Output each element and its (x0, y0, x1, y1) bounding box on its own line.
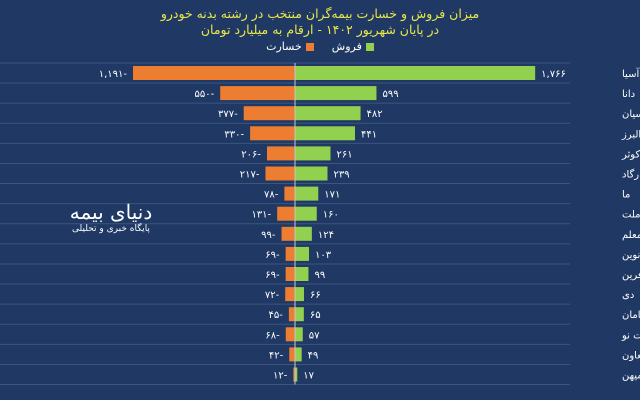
data-label-loss: ۷۲- (265, 290, 280, 301)
data-label-sales: ۴۸۲ (367, 109, 383, 120)
legend-swatch-sales (365, 43, 374, 51)
bar-loss (250, 126, 295, 141)
category-label: البرز (621, 129, 640, 140)
bar-sales (295, 106, 361, 121)
data-label-sales: ۱۷۱ (324, 190, 340, 201)
bar-sales (295, 146, 331, 161)
bar-loss (285, 267, 295, 281)
data-label-sales: ۴۴۱ (361, 129, 377, 140)
bar-loss (288, 307, 295, 322)
bar-loss (265, 166, 295, 181)
category-label: آسیا (622, 67, 640, 80)
bar-sales (295, 126, 355, 141)
data-label-sales: ۹۹ (314, 270, 325, 281)
category-label: تجارت نو (621, 330, 640, 341)
category-label: پاسارگاد (622, 169, 640, 181)
category-label: نوین (622, 250, 640, 261)
bar-loss (289, 347, 295, 362)
data-label-sales: ۵۷ (309, 330, 320, 341)
bar-sales (295, 86, 377, 101)
data-label-sales: ۲۶۱ (336, 149, 352, 160)
legend-item-sales: فروش (332, 40, 374, 53)
bar-loss (285, 287, 295, 302)
logo-name: دنیای بیمه (69, 200, 153, 224)
category-label: تعاون (622, 350, 640, 361)
data-label-sales: ۴۹ (308, 350, 319, 361)
category-label: سامان (622, 310, 640, 321)
legend-label-sales: فروش (331, 40, 362, 53)
bar-sales (295, 206, 317, 221)
legend-label-loss: خسارت (266, 40, 302, 53)
bar-sales (295, 186, 319, 201)
legend: فروش خسارت (0, 40, 640, 53)
logo-tagline: پایگاه خبری و تحلیلی (72, 224, 150, 234)
category-label: کارآفرین (622, 268, 640, 281)
bar-loss (277, 206, 295, 221)
data-label-loss: ۲۰۶- (241, 149, 261, 160)
category-label: دی (622, 290, 634, 301)
data-label-loss: ۱,۱۹۱- (99, 69, 128, 80)
bar-sales (295, 166, 328, 181)
data-label-loss: ۶۹- (265, 270, 280, 281)
data-label-loss: ۲۱۷- (240, 170, 260, 181)
legend-item-loss: خسارت (266, 40, 314, 53)
category-label: دانا (622, 89, 635, 100)
data-label-loss: ۴۲- (269, 350, 284, 361)
bar-sales (295, 226, 312, 241)
legend-swatch-loss (305, 43, 314, 51)
bar-loss (133, 66, 295, 80)
data-label-loss: ۱۲- (273, 371, 288, 382)
bar-loss (285, 246, 295, 261)
data-label-sales: ۱۷ (303, 371, 314, 382)
watermark-logo: دنیای بیمه پایگاه خبری و تحلیلی (56, 200, 166, 234)
data-label-loss: ۹۹- (261, 230, 276, 241)
data-label-sales: ۱,۷۶۶ (541, 69, 566, 80)
bar-sales (295, 367, 298, 382)
data-label-sales: ۶۶ (310, 290, 321, 301)
data-label-loss: ۱۳۱- (251, 210, 271, 221)
data-label-loss: ۳۳۰- (224, 129, 244, 140)
data-label-loss: ۳۷۷- (218, 109, 238, 120)
category-label: پارسیان (622, 109, 640, 120)
data-label-sales: ۱۲۴ (318, 230, 334, 241)
bar-sales (295, 287, 304, 302)
data-label-loss: ۷۸- (264, 190, 279, 201)
data-label-loss: ۶۹- (265, 250, 280, 261)
bar-loss (220, 86, 295, 101)
bar-sales (295, 347, 302, 362)
category-label: ما (622, 190, 630, 201)
data-label-loss: ۴۵- (269, 310, 284, 321)
bar-loss (285, 327, 295, 342)
bar-loss (266, 146, 295, 161)
bar-sales (295, 307, 304, 322)
bar-sales (295, 267, 309, 281)
bar-loss (284, 186, 295, 201)
category-label: معلم (622, 230, 640, 241)
data-label-sales: ۱۰۳ (315, 250, 332, 261)
bar-sales (295, 327, 303, 342)
data-label-loss: ۶۸- (265, 330, 280, 341)
data-label-sales: ۲۳۹ (334, 170, 350, 181)
bar-sales (295, 246, 310, 261)
data-label-sales: ۵۹۹ (382, 89, 398, 100)
data-label-sales: ۱۶۰ (323, 210, 339, 221)
bar-loss (293, 367, 295, 382)
bar-loss (281, 226, 295, 241)
bar-sales (295, 66, 536, 80)
chart-title: میزان فروش و خسارت بیمه‌گران منتخب در رش… (160, 6, 480, 21)
data-label-sales: ۶۵ (310, 310, 321, 321)
category-label: ملت (622, 210, 640, 221)
chart-subtitle: در پایان شهریور ۱۴۰۲ - ارقام به میلیارد … (200, 22, 440, 37)
bar-loss (243, 106, 295, 121)
category-label: کوثر (621, 149, 640, 160)
data-label-loss: ۵۵۰- (194, 89, 214, 100)
category-label: میهن (622, 371, 640, 382)
